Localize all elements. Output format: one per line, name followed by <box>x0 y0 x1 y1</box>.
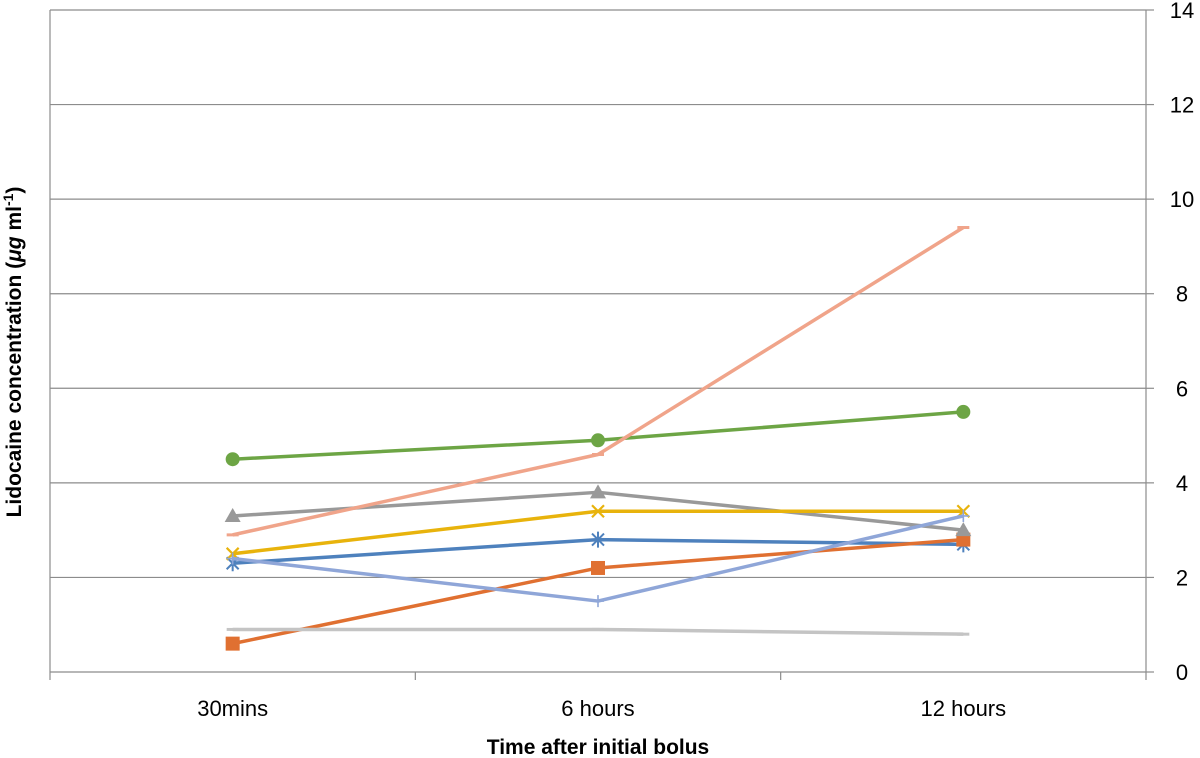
y-axis-label-unit: ml <box>3 206 26 236</box>
x-tick-label: 30mins <box>197 696 268 721</box>
x-tick-label: 6 hours <box>561 696 634 721</box>
x-tick-label: 12 hours <box>921 696 1007 721</box>
y-tick-label: 0 <box>1176 660 1188 685</box>
data-point <box>591 433 605 448</box>
data-point <box>957 509 970 522</box>
data-point <box>591 531 605 548</box>
axes: 0 2 4 6 8 10 12 14 30mins 6 hours 12 hours <box>49 0 1194 721</box>
data-point <box>955 522 972 537</box>
y-tick-label: 14 <box>1170 0 1194 23</box>
series-6 <box>226 509 970 608</box>
y-axis-label-sup: -1 <box>0 193 16 206</box>
y-axis-label-g: g <box>3 236 26 250</box>
series-5 <box>225 404 971 467</box>
data-point <box>956 404 971 419</box>
y-axis-label-close: ) <box>3 187 26 194</box>
y-tick-label: 4 <box>1176 471 1188 496</box>
data-point <box>591 560 605 575</box>
data-point <box>591 504 605 519</box>
y-tick-label: 6 <box>1176 376 1188 401</box>
series <box>224 226 972 651</box>
y-axis-label-mu: μ <box>3 249 26 263</box>
y-tick-label: 12 <box>1170 93 1194 118</box>
series-line <box>232 514 964 603</box>
y-tick-label: 8 <box>1176 282 1188 307</box>
labels: Time after initial bolus Lidocaine conce… <box>0 187 709 758</box>
y-tick-label: 10 <box>1170 187 1194 212</box>
data-point <box>224 507 241 522</box>
data-point <box>590 484 606 499</box>
data-point <box>225 452 240 467</box>
gridlines <box>50 9 1146 579</box>
x-axis-label: Time after initial bolus <box>487 736 710 758</box>
y-tick-label: 2 <box>1176 565 1188 590</box>
y-axis-label: Lidocaine concentration (μg ml-1) <box>0 187 26 518</box>
data-point <box>225 636 240 651</box>
y-axis-label-main: Lidocaine concentration ( <box>3 262 26 518</box>
data-point <box>226 552 239 565</box>
data-point <box>592 595 604 608</box>
series-7 <box>226 226 970 537</box>
series-8 <box>226 627 970 636</box>
